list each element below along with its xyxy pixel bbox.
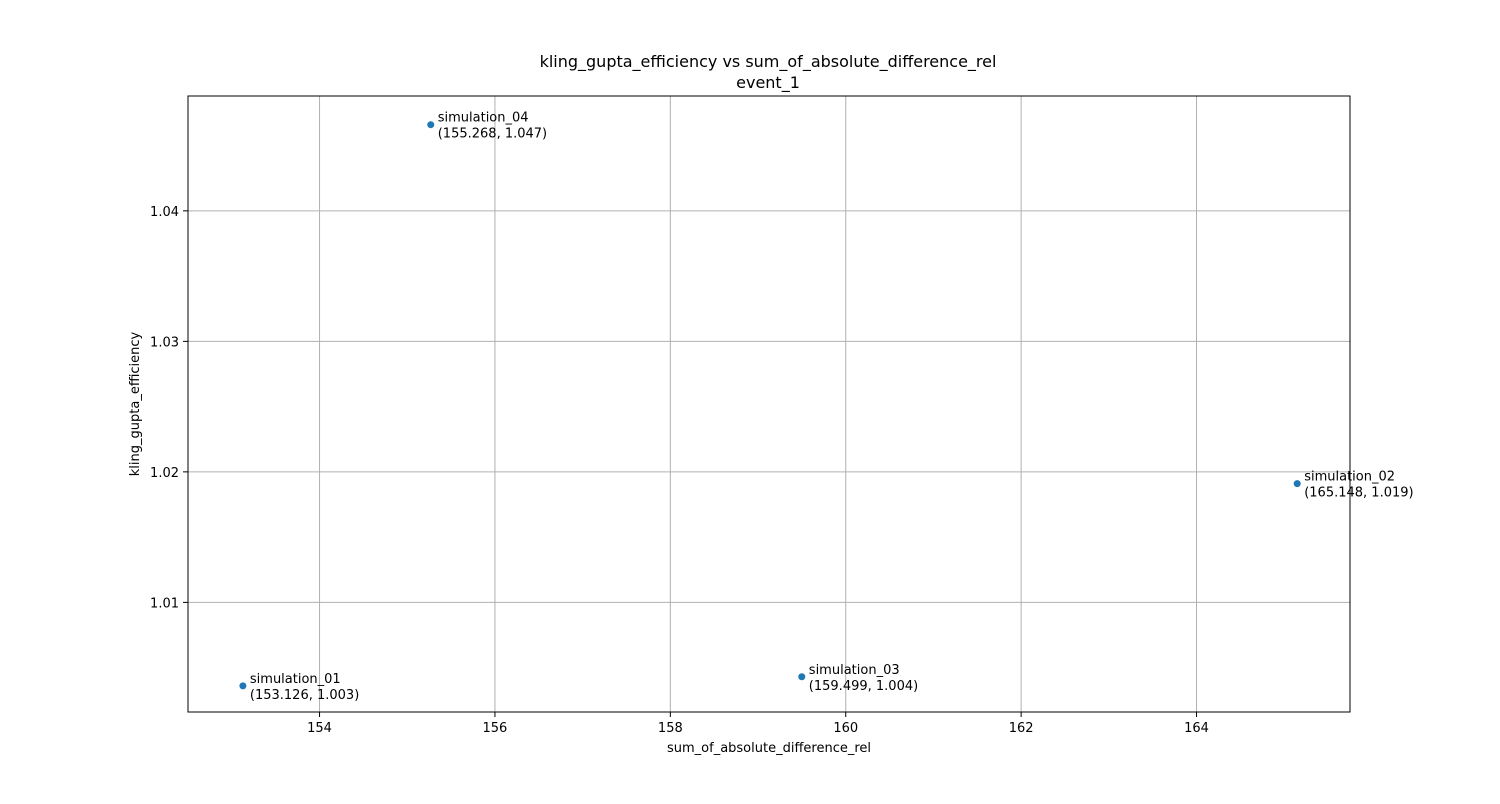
- x-tick-label: 162: [1009, 721, 1034, 736]
- y-tick-label: 1.04: [150, 205, 179, 220]
- chart-title: kling_gupta_efficiency vs sum_of_absolut…: [540, 52, 997, 72]
- y-tick-label: 1.02: [150, 466, 179, 481]
- scatter-point-simulation_03[interactable]: [798, 673, 806, 681]
- point-coord-label: (165.148, 1.019): [1304, 486, 1413, 501]
- point-name-label: simulation_01: [250, 672, 341, 687]
- chart-subtitle: event_1: [736, 73, 800, 93]
- x-tick-label: 160: [833, 721, 858, 736]
- point-coord-label: (153.126, 1.003): [250, 688, 359, 703]
- y-tick-label: 1.03: [150, 335, 179, 350]
- point-coord-label: (155.268, 1.047): [438, 127, 547, 142]
- point-name-label: simulation_04: [438, 111, 529, 126]
- scatter-point-simulation_01[interactable]: [239, 682, 247, 690]
- y-axis-label: kling_gupta_efficiency: [128, 331, 143, 476]
- point-coord-label: (159.499, 1.004): [809, 679, 918, 694]
- point-name-label: simulation_02: [1304, 470, 1395, 485]
- data-points: simulation_01(153.126, 1.003) simulation_…: [239, 111, 1414, 703]
- x-tick-label: 158: [658, 721, 683, 736]
- axis-ticks: 154 156 158 160 162 164 1.01 1.02 1.03 1.04: [150, 205, 1209, 736]
- x-tick-label: 164: [1184, 721, 1209, 736]
- x-axis-label: sum_of_absolute_difference_rel: [667, 741, 871, 756]
- scatter-point-simulation_02[interactable]: [1293, 480, 1301, 488]
- scatter-point-simulation_04[interactable]: [427, 121, 435, 129]
- plot-frame: [187, 95, 1351, 713]
- x-tick-label: 156: [483, 721, 508, 736]
- grid-lines: [188, 96, 1350, 712]
- point-name-label: simulation_03: [809, 663, 900, 678]
- x-tick-label: 154: [307, 721, 332, 736]
- y-tick-label: 1.01: [150, 596, 179, 611]
